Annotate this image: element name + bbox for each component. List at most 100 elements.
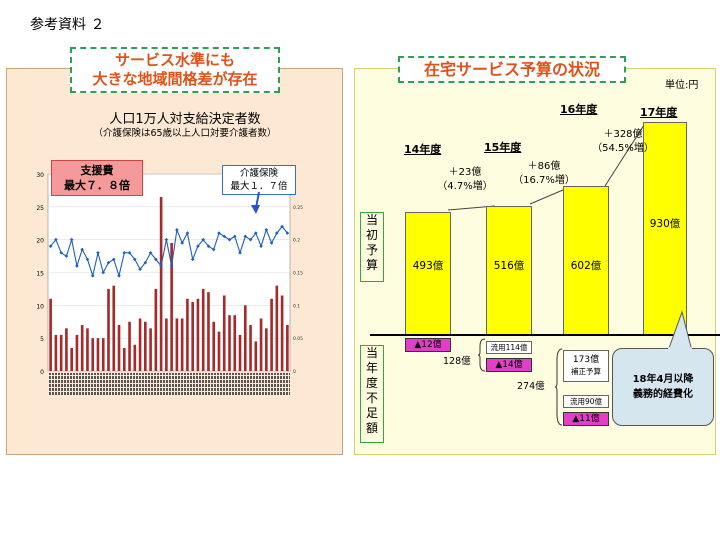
line-point (175, 228, 179, 232)
chart-bar (280, 295, 284, 371)
chart-title: 人口1万人対支給決定者数 (109, 112, 261, 127)
chart-bar (254, 341, 258, 371)
brace-fy15 (478, 338, 486, 372)
chart-bar (286, 325, 289, 371)
chart-bar (201, 288, 205, 371)
y-tick-label: 10 (36, 303, 44, 310)
y2-tick-label: 0.05 (293, 336, 303, 342)
line-point (264, 228, 269, 232)
chart-bar (86, 328, 89, 371)
year-label-14: 14年度 (404, 143, 442, 156)
chart-bar (238, 334, 242, 371)
chart-bar (191, 302, 194, 371)
fy16-supp-line2: 補正予算 (571, 367, 601, 376)
chart-line (50, 225, 288, 278)
shortfall-fy16: ▲11億 (563, 412, 609, 426)
line-point (211, 247, 216, 252)
chart-bar (122, 348, 126, 371)
y-tick-label: 25 (36, 205, 44, 212)
fy16-supplement: 173億 補正予算 (563, 350, 609, 382)
chart-bar (101, 338, 105, 371)
line-point (280, 224, 284, 229)
chart-bar (233, 315, 237, 371)
chart-bar (149, 328, 152, 371)
y2-tick-label: 0.15 (293, 271, 303, 277)
y2-tick-label: 0 (293, 369, 296, 375)
line-point (48, 244, 53, 249)
line-point (111, 257, 116, 262)
chart-subtitle: （介護保険は65歳以上人口対要介護者数） (93, 128, 277, 139)
chart-bar (186, 298, 189, 371)
y-tick-label: 30 (36, 172, 44, 179)
chart-bar (207, 292, 210, 371)
line-point (106, 260, 111, 265)
page-label: 参考資料 ２ (30, 17, 105, 33)
chart-bar (117, 325, 121, 371)
fy15-note: 流用114億 (486, 341, 532, 354)
bar-label-fy17: 930億 (649, 218, 681, 230)
y-tick-label: 0 (40, 369, 44, 376)
growth-fy15: ＋23億 （4.7%増） (430, 166, 500, 194)
bubble-cover (668, 347, 692, 350)
line-point (285, 231, 290, 235)
chart-bar (128, 321, 131, 371)
left-banner-line2: 大きな地域間格差が存在 (92, 70, 258, 88)
growth-fy17-pct: （54.5%増） (592, 143, 654, 154)
chart-bar (212, 321, 216, 371)
y2-tick-label: 0.2 (293, 238, 300, 244)
line-point (101, 270, 106, 275)
support-callout: 支援費 最大７．８倍 (51, 160, 143, 196)
y-tick-label: 5 (40, 336, 44, 343)
line-point (85, 257, 90, 262)
chart-bar (249, 325, 252, 371)
growth-fy17: ＋328億 （54.5%増） (583, 128, 663, 156)
bar-label-fy15: 516億 (493, 260, 525, 272)
growth-fy16-amount: ＋86億 (527, 161, 561, 172)
chart-bar (49, 298, 52, 371)
line-point (232, 234, 237, 239)
support-callout-line1: 支援費 (80, 164, 114, 177)
chart-bar (159, 196, 163, 371)
line-point (259, 244, 263, 249)
unit-label: 単位:円 (665, 80, 699, 91)
chart-bar (59, 334, 63, 371)
right-banner: 在宅サービス予算の状況 (398, 56, 626, 83)
bubble-line1: 18年4月以降 (632, 374, 694, 385)
initial-budget-label: 当初予算 (360, 212, 384, 282)
kaigo-callout-line2: 最大１．７倍 (230, 181, 288, 192)
y2-tick-label: 0.25 (293, 205, 303, 211)
bar-label-fy16: 602億 (570, 260, 602, 272)
kaigo-callout-line1: 介護保険 (239, 168, 278, 179)
callout-arrow-icon (251, 192, 260, 214)
chart-bar (217, 331, 221, 371)
bar-fy16 (563, 186, 609, 336)
chart-bar (165, 318, 168, 371)
bar-fy15 (486, 206, 532, 336)
year-label-17: 17年度 (640, 106, 678, 119)
chart-bar (65, 328, 68, 371)
chart-bar (154, 288, 158, 371)
year-label-16: 16年度 (560, 103, 598, 116)
bar-fy14 (405, 212, 451, 336)
line-point (185, 231, 190, 235)
year-label-15: 15年度 (484, 141, 522, 154)
line-point (117, 273, 121, 278)
line-point (133, 257, 137, 262)
fy16-note: 流用90億 (563, 395, 609, 408)
chart-bar (70, 348, 73, 371)
chart-bar (133, 344, 137, 371)
total-fy15: 128億 (443, 356, 471, 367)
line-point (254, 231, 258, 235)
line-point (206, 244, 211, 249)
line-point (275, 231, 279, 235)
fy16-supp-line1: 173億 (572, 355, 600, 365)
line-point (243, 234, 248, 239)
chart-bar (54, 334, 58, 371)
support-callout-line2: 最大７．８倍 (64, 179, 130, 192)
chart-bar (275, 285, 279, 371)
y2-tick-label: 0.1 (293, 303, 300, 309)
chart-bar (270, 298, 273, 371)
chart-bar (196, 298, 200, 371)
chart-bar (265, 328, 268, 371)
shortfall-fy14: ▲12億 (405, 338, 451, 352)
